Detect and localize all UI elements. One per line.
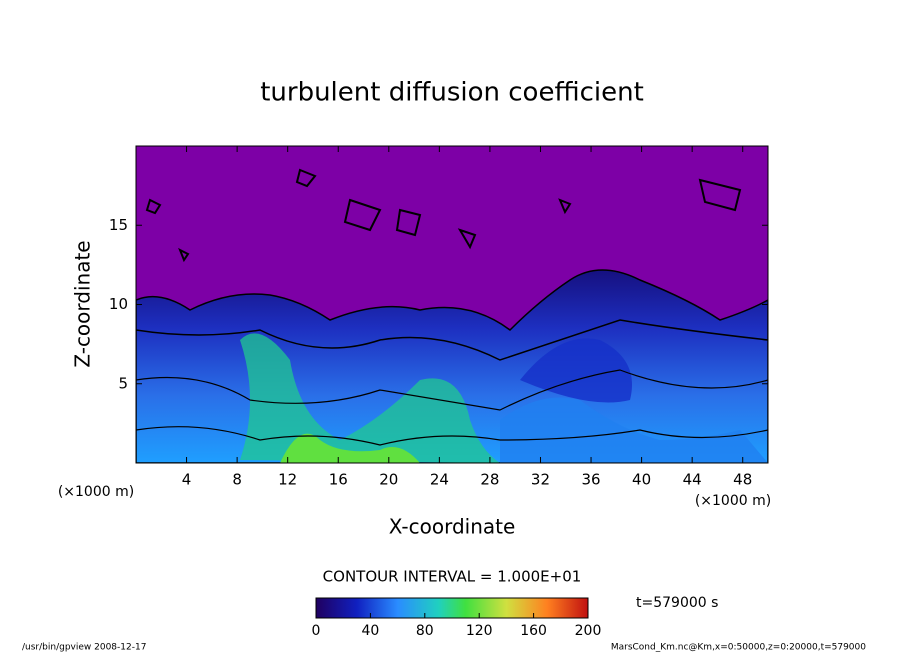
- x-tick-label: 44: [683, 471, 702, 489]
- footer-left: /usr/bin/gpview 2008-12-17: [22, 643, 146, 653]
- x-tick-label: 12: [278, 471, 297, 489]
- colorbar: [315, 597, 589, 619]
- colorbar-tick-label: 40: [361, 623, 379, 639]
- colorbar-tick-label: 80: [416, 623, 434, 639]
- x-unit-label: (×1000 m): [58, 484, 134, 500]
- x-tick-label: 36: [581, 471, 600, 489]
- x-tick-label: 8: [232, 471, 242, 489]
- time-label: t=579000 s: [636, 595, 718, 611]
- x-axis-title: X-coordinate: [389, 515, 516, 539]
- x-tick-label: 32: [531, 471, 550, 489]
- contour-interval: CONTOUR INTERVAL = 1.000E+01: [323, 568, 582, 586]
- colorbar-tick-label: 120: [466, 623, 493, 639]
- colorbar-tick-label: 0: [312, 623, 321, 639]
- x-tick-label: 48: [733, 471, 752, 489]
- y-tick-label: 5: [118, 374, 128, 392]
- x-tick-label: 40: [632, 471, 651, 489]
- y-tick-label: 15: [109, 216, 128, 234]
- x-unit-label: (×1000 m): [695, 493, 771, 509]
- footer-right: MarsCond_Km.nc@Km,x=0:50000,z=0:20000,t=…: [611, 643, 866, 653]
- x-tick-label: 28: [480, 471, 499, 489]
- x-tick-label: 24: [430, 471, 449, 489]
- x-tick-label: 16: [329, 471, 348, 489]
- colorbar-tick-label: 200: [575, 623, 602, 639]
- contour-field: [136, 146, 768, 463]
- x-tick-label: 4: [182, 471, 192, 489]
- x-tick-label: 20: [379, 471, 398, 489]
- y-axis-title: Z-coordinate: [71, 240, 95, 367]
- y-tick-label: 10: [109, 295, 128, 313]
- colorbar-tick-label: 160: [520, 623, 547, 639]
- chart-title: turbulent diffusion coefficient: [260, 78, 644, 108]
